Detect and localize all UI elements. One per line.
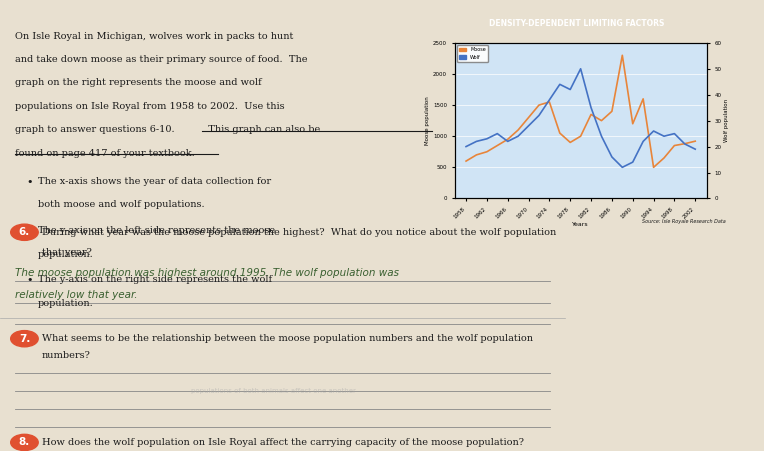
Text: •: • bbox=[27, 276, 34, 285]
Wolf bbox=[659, 133, 668, 139]
Moose bbox=[503, 137, 513, 142]
Text: What seems to be the relationship between the moose population numbers and the w: What seems to be the relationship betwee… bbox=[42, 334, 533, 343]
Text: graph on the right represents the moose and wolf: graph on the right represents the moose … bbox=[15, 78, 262, 87]
Wolf bbox=[555, 82, 565, 87]
Text: 7.: 7. bbox=[19, 334, 30, 344]
Text: numbers?: numbers? bbox=[42, 351, 91, 360]
Moose bbox=[545, 99, 554, 105]
Wolf bbox=[503, 138, 513, 144]
Text: population.: population. bbox=[38, 299, 94, 308]
Text: During what year was the moose population the highest?  What do you notice about: During what year was the moose populatio… bbox=[42, 228, 556, 237]
Wolf bbox=[513, 133, 523, 139]
Wolf bbox=[680, 141, 689, 147]
Text: populations on Isle Royal from 1958 to 2002.  Use this: populations on Isle Royal from 1958 to 2… bbox=[15, 102, 285, 111]
Text: •: • bbox=[27, 226, 34, 236]
Moose bbox=[493, 143, 502, 148]
Text: 8.: 8. bbox=[19, 437, 30, 447]
Y-axis label: Wolf population: Wolf population bbox=[724, 99, 729, 142]
Wolf bbox=[545, 97, 554, 102]
Text: 6.: 6. bbox=[19, 227, 30, 237]
Wolf bbox=[482, 136, 491, 142]
Text: How does the wolf population on Isle Royal affect the carrying capacity of the m: How does the wolf population on Isle Roy… bbox=[42, 438, 524, 447]
Wolf bbox=[628, 160, 637, 165]
Wolf bbox=[576, 66, 585, 71]
Text: Source: Isle Royale Research Data: Source: Isle Royale Research Data bbox=[642, 219, 726, 224]
Text: This graph can also be: This graph can also be bbox=[202, 125, 321, 134]
Wolf bbox=[597, 133, 606, 139]
Moose bbox=[628, 121, 637, 126]
Wolf bbox=[534, 113, 543, 118]
Text: population.: population. bbox=[38, 250, 94, 259]
Wolf bbox=[472, 138, 481, 144]
Y-axis label: Moose population: Moose population bbox=[425, 96, 430, 145]
Text: The y-axis on the right side represents the wolf: The y-axis on the right side represents … bbox=[38, 276, 272, 285]
Line: Wolf: Wolf bbox=[466, 69, 695, 167]
Moose bbox=[618, 53, 627, 58]
X-axis label: Years: Years bbox=[572, 222, 589, 227]
Moose bbox=[659, 155, 668, 161]
Moose bbox=[607, 109, 617, 114]
Text: The moose population was highest around 1995. The wolf population was: The moose population was highest around … bbox=[15, 268, 400, 278]
Text: DENSITY-DEPENDENT LIMITING FACTORS: DENSITY-DEPENDENT LIMITING FACTORS bbox=[489, 19, 665, 28]
Moose bbox=[597, 118, 606, 123]
Wolf bbox=[587, 105, 596, 110]
Wolf bbox=[670, 131, 679, 136]
Text: that year?: that year? bbox=[42, 248, 92, 257]
Legend: Moose, Wolf: Moose, Wolf bbox=[457, 45, 488, 62]
Moose bbox=[670, 143, 679, 148]
Line: Moose: Moose bbox=[466, 55, 695, 167]
Moose bbox=[691, 138, 700, 144]
Text: populations of both animals affect one another: populations of both animals affect one a… bbox=[191, 387, 356, 394]
Wolf bbox=[691, 147, 700, 152]
Text: On Isle Royal in Michigan, wolves work in packs to hunt: On Isle Royal in Michigan, wolves work i… bbox=[15, 32, 293, 41]
Wolf bbox=[565, 87, 575, 92]
Wolf bbox=[493, 131, 502, 136]
Moose bbox=[534, 102, 543, 108]
Wolf bbox=[618, 165, 627, 170]
Moose bbox=[576, 133, 585, 139]
Moose bbox=[555, 130, 565, 136]
Text: found on page 417 of your textbook.: found on page 417 of your textbook. bbox=[15, 149, 195, 158]
Text: and take down moose as their primary source of food.  The: and take down moose as their primary sou… bbox=[15, 55, 308, 64]
Text: The y-axis on the left side represents the moose: The y-axis on the left side represents t… bbox=[38, 226, 275, 235]
Text: •: • bbox=[27, 177, 34, 187]
Wolf bbox=[461, 144, 471, 149]
Wolf bbox=[607, 154, 617, 160]
Moose bbox=[639, 96, 648, 101]
Text: graph to answer questions 6-10.: graph to answer questions 6-10. bbox=[15, 125, 175, 134]
Wolf bbox=[639, 138, 648, 144]
Text: both moose and wolf populations.: both moose and wolf populations. bbox=[38, 200, 205, 209]
Moose bbox=[524, 115, 533, 120]
Moose bbox=[587, 112, 596, 117]
Text: relatively low that year.: relatively low that year. bbox=[15, 290, 138, 299]
Moose bbox=[649, 165, 658, 170]
Moose bbox=[565, 140, 575, 145]
Moose bbox=[680, 141, 689, 147]
Moose bbox=[461, 158, 471, 164]
Wolf bbox=[649, 128, 658, 133]
Moose bbox=[482, 149, 491, 154]
Text: The x-axis shows the year of data collection for: The x-axis shows the year of data collec… bbox=[38, 177, 271, 186]
Moose bbox=[513, 127, 523, 133]
Moose bbox=[472, 152, 481, 157]
Wolf bbox=[524, 123, 533, 129]
